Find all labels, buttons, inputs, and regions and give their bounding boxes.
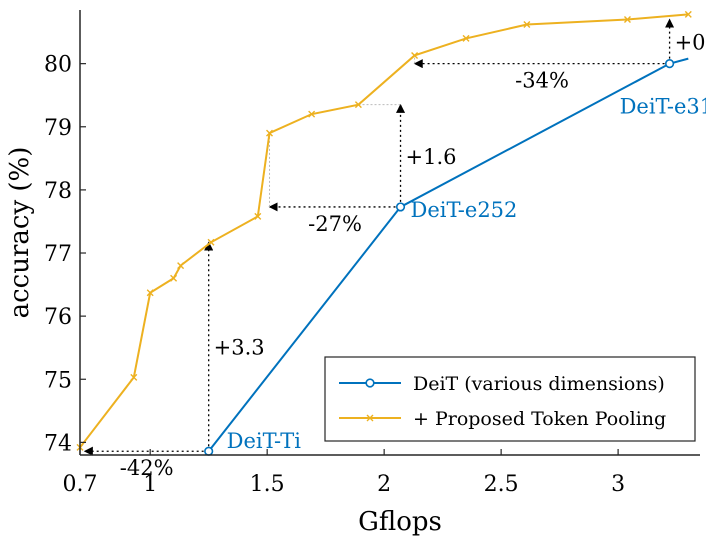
legend-box [324, 356, 696, 442]
data-point [170, 274, 178, 282]
annotation-label: +3.3 [214, 336, 265, 360]
legend-label: DeiT (various dimensions) [413, 373, 665, 395]
y-tick-label: 76 [44, 305, 72, 330]
legend-swatch-marker [366, 414, 374, 422]
axes: 0.7 1 1.5 2 2.5 3 74 75 76 77 78 79 80 [44, 10, 700, 497]
data-point [130, 373, 138, 381]
data-point [266, 129, 274, 137]
point-label: DeiT-e318 [620, 95, 706, 119]
point-labels: DeiT-Ti DeiT-e252 DeiT-e318 [227, 95, 706, 454]
annotation-label: +1.6 [406, 145, 457, 169]
annotation-label: +0.7 [675, 31, 706, 55]
x-tick-label: 1 [143, 472, 157, 497]
data-point [254, 212, 262, 220]
legend-swatch-marker [365, 378, 375, 388]
data-point [523, 21, 531, 29]
data-point [204, 446, 214, 456]
data-point [354, 101, 362, 109]
data-point [146, 289, 154, 297]
y-tick-label: 80 [44, 53, 72, 78]
data-point [411, 51, 419, 59]
y-tick-label: 79 [44, 116, 72, 141]
annotation-lines [83, 18, 675, 456]
x-tick-label: 2 [377, 472, 391, 497]
annotation-label: -42% [120, 456, 174, 480]
data-point [664, 59, 675, 69]
annotation-label: -27% [308, 212, 362, 236]
y-tick-label: 74 [44, 431, 72, 456]
data-point [462, 34, 470, 42]
x-tick-label: 1.5 [250, 472, 285, 497]
y-tick-label: 77 [44, 242, 72, 267]
x-axis-label: Gflops [358, 507, 442, 537]
data-point [207, 238, 215, 246]
y-tick-label: 78 [44, 179, 72, 204]
x-tick-label: 0.7 [63, 472, 98, 497]
data-point [177, 262, 185, 270]
point-label: DeiT-Ti [227, 429, 302, 453]
annotation-label: -34% [515, 69, 569, 93]
x-tick-label: 3 [611, 472, 625, 497]
legend: DeiT (various dimensions) + Proposed Toke… [324, 356, 696, 442]
data-point [623, 15, 631, 23]
y-axis-label: accuracy (%) [5, 147, 35, 319]
legend-label: + Proposed Token Pooling [413, 408, 666, 430]
data-point [395, 202, 406, 212]
data-point [308, 110, 316, 118]
annotation-labels: -42% +3.3 -27% +1.6 -34% +0.7 [120, 31, 706, 481]
data-point [684, 10, 692, 18]
x-tick-label: 2.5 [484, 472, 519, 497]
y-tick-label: 75 [44, 368, 72, 393]
series-group [76, 10, 692, 456]
series-line [207, 57, 689, 452]
point-label: DeiT-e252 [411, 198, 518, 222]
